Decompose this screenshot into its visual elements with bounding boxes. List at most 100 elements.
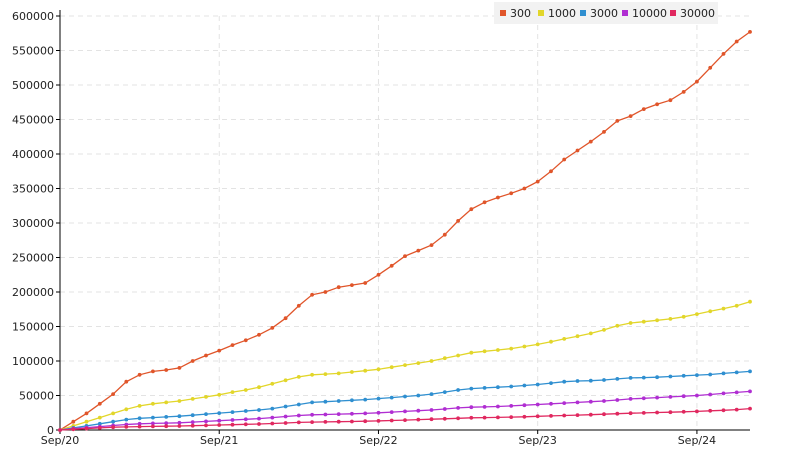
data-point [389,263,394,268]
data-point [336,412,341,416]
data-point [350,370,354,374]
legend-item-30000[interactable]: 30000 [670,7,715,20]
legend-swatch [580,10,586,16]
data-point [257,416,261,421]
data-point [363,397,368,402]
y-tick-label: 250000 [12,252,54,265]
legend-item-3000[interactable]: 3000 [580,7,618,20]
data-point [522,383,527,388]
data-point [177,414,182,419]
data-point [695,79,699,84]
data-point [376,396,381,401]
data-point [416,393,421,398]
legend-item-10000[interactable]: 10000 [622,7,667,20]
series-30000 [58,406,752,432]
data-point [469,386,474,391]
data-point [588,378,593,383]
data-point [522,186,527,191]
data-point [363,281,368,285]
y-tick-label: 0 [47,424,54,437]
data-point [588,399,593,404]
data-point [164,424,169,429]
data-point [456,219,460,223]
data-point [721,306,726,311]
data-point [695,409,699,414]
data-point [204,353,208,358]
data-point [363,411,368,416]
data-point [695,393,699,398]
data-point [376,367,381,372]
data-point [734,390,739,395]
data-point [296,375,301,379]
data-point [681,394,686,399]
x-tick-label: Sep/20 [41,434,79,447]
data-point [257,332,261,337]
data-point [204,423,208,428]
legend-item-1000[interactable]: 1000 [538,7,576,20]
legend-item-300[interactable]: 300 [500,7,531,20]
data-point [681,409,686,414]
data-point [668,317,673,321]
data-point [509,415,514,419]
data-point [310,372,314,377]
data-point [336,285,341,290]
data-point [230,343,235,347]
data-point [549,169,553,174]
data-point [204,419,208,424]
data-point [124,407,129,412]
data-point [655,395,659,400]
data-point [296,413,301,418]
data-point [535,342,540,347]
data-point [535,402,540,407]
data-point [257,422,261,426]
data-point [243,417,248,422]
data-point [509,384,514,389]
data-point [442,390,447,394]
data-point [602,412,606,417]
data-point [230,410,235,414]
data-point [575,334,580,339]
data-point [615,377,620,381]
data-point [628,397,633,401]
data-point [681,373,686,378]
series [58,30,752,432]
data-point [190,413,195,418]
data-point [562,413,567,418]
data-point [177,424,182,428]
data-point [270,421,275,426]
data-point [748,299,752,304]
data-point [190,420,195,424]
data-point [336,371,341,376]
data-point [230,418,235,422]
data-point [456,406,460,410]
data-point [708,65,713,70]
data-point [588,331,593,336]
series-1000 [58,299,752,432]
data-point [204,412,208,416]
data-point [655,375,659,380]
data-point [190,359,195,363]
data-point [615,398,620,402]
data-point [151,401,155,406]
data-point [668,374,673,379]
data-point [708,392,713,397]
data-point [403,418,407,422]
data-point [442,407,447,411]
x-tick-label: Sep/22 [359,434,397,447]
data-point [602,130,606,134]
data-point [535,414,540,419]
data-point [562,379,567,384]
data-point [84,419,89,424]
data-point [97,415,102,420]
data-point [562,157,567,162]
y-tick-label: 350000 [12,183,54,196]
legend[interactable]: 300 1000 3000 10000 30000 [494,2,718,24]
data-point [748,406,752,411]
data-point [628,376,633,380]
data-point [721,371,726,376]
data-point [243,388,248,392]
data-point [721,391,726,396]
data-point [482,349,487,354]
